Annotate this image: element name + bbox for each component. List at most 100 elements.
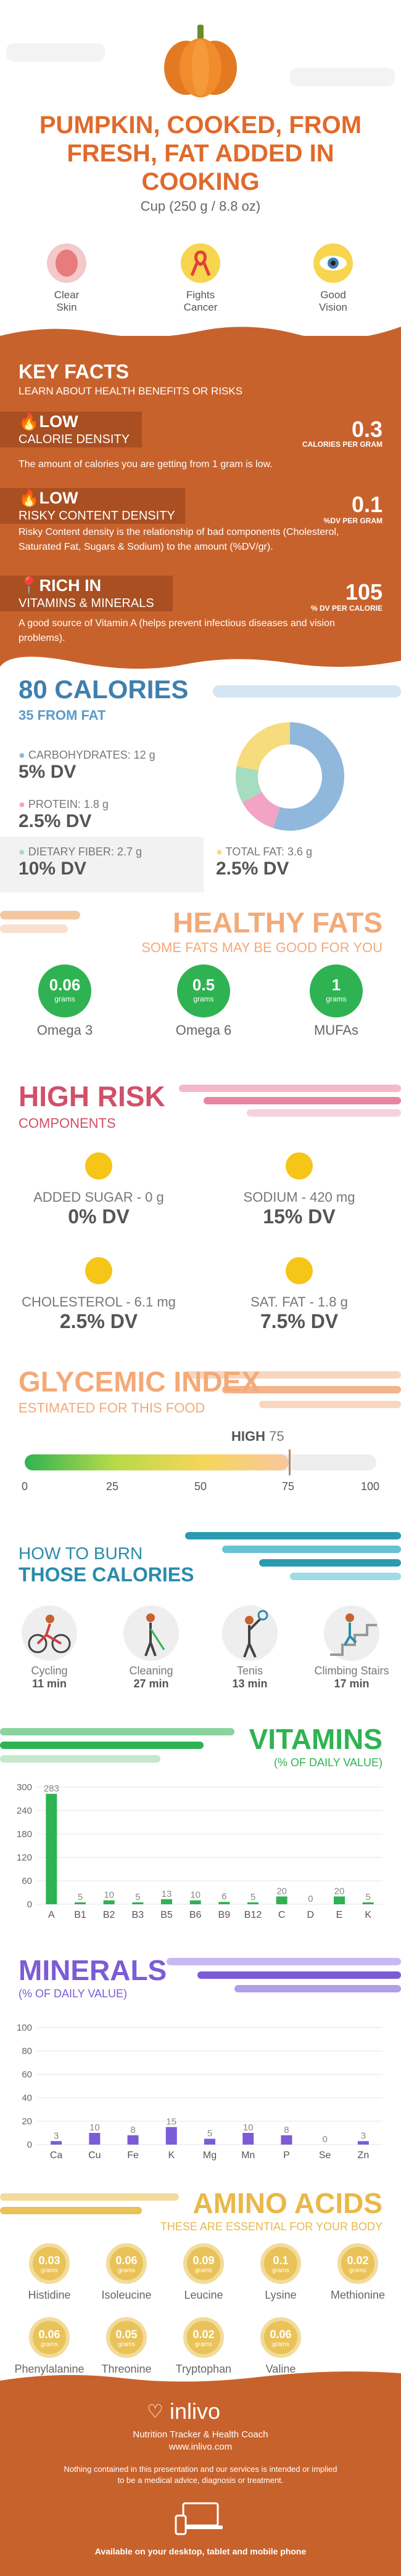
macro-value: 5% DV [19, 762, 76, 782]
fat-label: MUFAs [313, 1022, 359, 1038]
risk-label: SODIUM - 420 mg [243, 1189, 355, 1205]
benefit-label: Cancer [183, 301, 218, 313]
wave-bottom [0, 654, 401, 673]
x-tick-label: B6 [189, 1910, 202, 1920]
pumpkin-image [162, 25, 239, 99]
amino-label: Threonine [101, 2363, 152, 2375]
y-tick-label: 60 [22, 1876, 32, 1886]
fact-unit: % DV PER CALORIE [310, 604, 382, 613]
fact-name: CALORIE DENSITY [19, 433, 130, 446]
y-tick-label: 240 [17, 1806, 32, 1816]
x-tick-label: Zn [358, 2150, 370, 2161]
x-tick-label: Se [319, 2150, 331, 2161]
bar [103, 1900, 115, 1904]
benefit-clear-skin: Clear Skin [30, 243, 104, 314]
burn-title-line1: HOW TO BURN [19, 1544, 143, 1563]
macro-fat: ● TOTAL FAT: 3.6 g 2.5% DV [216, 846, 312, 879]
risk-label: CHOLESTEROL - 6.1 mg [22, 1294, 176, 1310]
activity-stairs: Climbing Stairs 17 min [302, 1605, 401, 1690]
donut-slice [273, 722, 344, 831]
cycling-icon [22, 1605, 77, 1661]
amino-item: 0.05 grams Threonine [86, 2317, 167, 2376]
bar [89, 2133, 101, 2145]
fact-description: Risky Content density is the relationshi… [19, 527, 339, 552]
fact-value: 0.3 [351, 417, 382, 442]
fact-name: RISKY CONTENT DENSITY [19, 509, 175, 523]
smiley-icon [286, 1152, 313, 1180]
footer-tagline: Nutrition Tracker & Health Coach [133, 2429, 268, 2440]
bar [204, 2138, 215, 2145]
clear-skin-icon [47, 243, 86, 283]
hero-deco-left [6, 43, 105, 62]
risk-label: SAT. FAT - 1.8 g [250, 1294, 348, 1310]
bar-value-label: 6 [221, 1891, 226, 1902]
fat-item-mufas: 1 grams MUFAs [296, 964, 376, 1038]
fat-label: Omega 3 [36, 1022, 93, 1038]
amino-value-badge: 0.06 grams [106, 2243, 147, 2284]
macro-donut-chart [231, 718, 349, 835]
hero-deco-right [290, 68, 395, 86]
fact-tag [0, 488, 185, 524]
y-tick-label: 60 [22, 2069, 32, 2080]
bar-value-label: 8 [130, 2125, 135, 2135]
glycemic-bar-fill [25, 1454, 289, 1470]
bar-value-label: 3 [54, 2130, 59, 2141]
serving-size: Cup (250 g / 8.8 oz) [140, 198, 261, 214]
risk-sat-fat: SAT. FAT - 1.8 g 7.5% DV [219, 1257, 379, 1333]
calories-title: 80 CALORIES [19, 675, 189, 704]
bar-value-label: 20 [276, 1886, 287, 1896]
bar-value-label: 10 [104, 1890, 114, 1901]
glycemic-level: HIGH 75 [231, 1429, 284, 1445]
x-tick-label: P [283, 2150, 290, 2161]
amino-label: Valine [265, 2363, 296, 2375]
x-tick-label: C [278, 1910, 286, 1920]
bar [242, 2133, 254, 2145]
bar-value-label: 5 [250, 1892, 255, 1902]
high-risk-subtitle: COMPONENTS [19, 1115, 116, 1131]
risk-value: 15% DV [263, 1205, 336, 1228]
risk-value: 7.5% DV [260, 1310, 339, 1332]
bar [161, 1899, 172, 1904]
amino-item: 0.06 grams Isoleucine [86, 2243, 167, 2302]
tick-label: 25 [106, 1480, 119, 1493]
fat-item-omega6: 0.5 grams Omega 6 [163, 964, 244, 1038]
bar [189, 1900, 201, 1904]
risk-cholesterol: CHOLESTEROL - 6.1 mg 2.5% DV [19, 1257, 179, 1333]
footer-url[interactable]: www.inlivo.com [168, 2442, 233, 2452]
calories-deco [213, 685, 401, 698]
fact-unit: %DV PER GRAM [323, 516, 382, 525]
amino-item: 0.03 grams Histidine [9, 2243, 89, 2302]
smiley-icon [85, 1152, 112, 1180]
activity-duration: 27 min [133, 1677, 169, 1690]
benefit-fights-cancer: Fights Cancer [163, 243, 238, 314]
x-tick-label: B9 [218, 1910, 231, 1920]
y-tick-label: 80 [22, 2046, 32, 2056]
glycemic-deco [0, 1365, 401, 1420]
macro-label: TOTAL FAT: 3.6 g [225, 846, 312, 858]
x-tick-label: B1 [74, 1910, 86, 1920]
y-tick-label: 0 [27, 1899, 32, 1910]
key-facts-subtitle: LEARN ABOUT HEALTH BENEFITS OR RISKS [19, 385, 243, 397]
risk-sodium: SODIUM - 420 mg 15% DV [219, 1152, 379, 1228]
heart-icon: ♡ [147, 2402, 163, 2422]
macro-fiber: ● DIETARY FIBER: 2.7 g 10% DV [19, 846, 142, 879]
benefit-label: Good [320, 289, 346, 301]
bar [276, 1896, 287, 1904]
bar-value-label: 0 [322, 2134, 327, 2145]
minerals-subtitle: (% OF DAILY VALUE) [19, 1987, 128, 2000]
benefit-label: Skin [56, 301, 77, 313]
amino-grid: 0.03 grams Histidine 0.06 grams Isoleucine 0.0… [0, 2243, 401, 2385]
amino-subtitle: THESE ARE ESSENTIAL FOR YOUR BODY [160, 2220, 382, 2233]
fact-tag [0, 412, 142, 447]
x-tick-label: E [336, 1910, 343, 1920]
y-tick-label: 0 [27, 2140, 32, 2150]
bar [357, 2141, 369, 2145]
x-tick-label: Mn [241, 2150, 255, 2161]
amino-label: Tryptophan [175, 2363, 232, 2375]
bar [218, 1902, 230, 1904]
activity-tennis: Tenis 13 min [200, 1605, 299, 1690]
amino-label: Leucine [184, 2289, 223, 2301]
risk-label: ADDED SUGAR - 0 g [33, 1189, 164, 1205]
activity-duration: 13 min [232, 1677, 268, 1690]
activity-cleaning: Cleaning 27 min [102, 1605, 200, 1690]
